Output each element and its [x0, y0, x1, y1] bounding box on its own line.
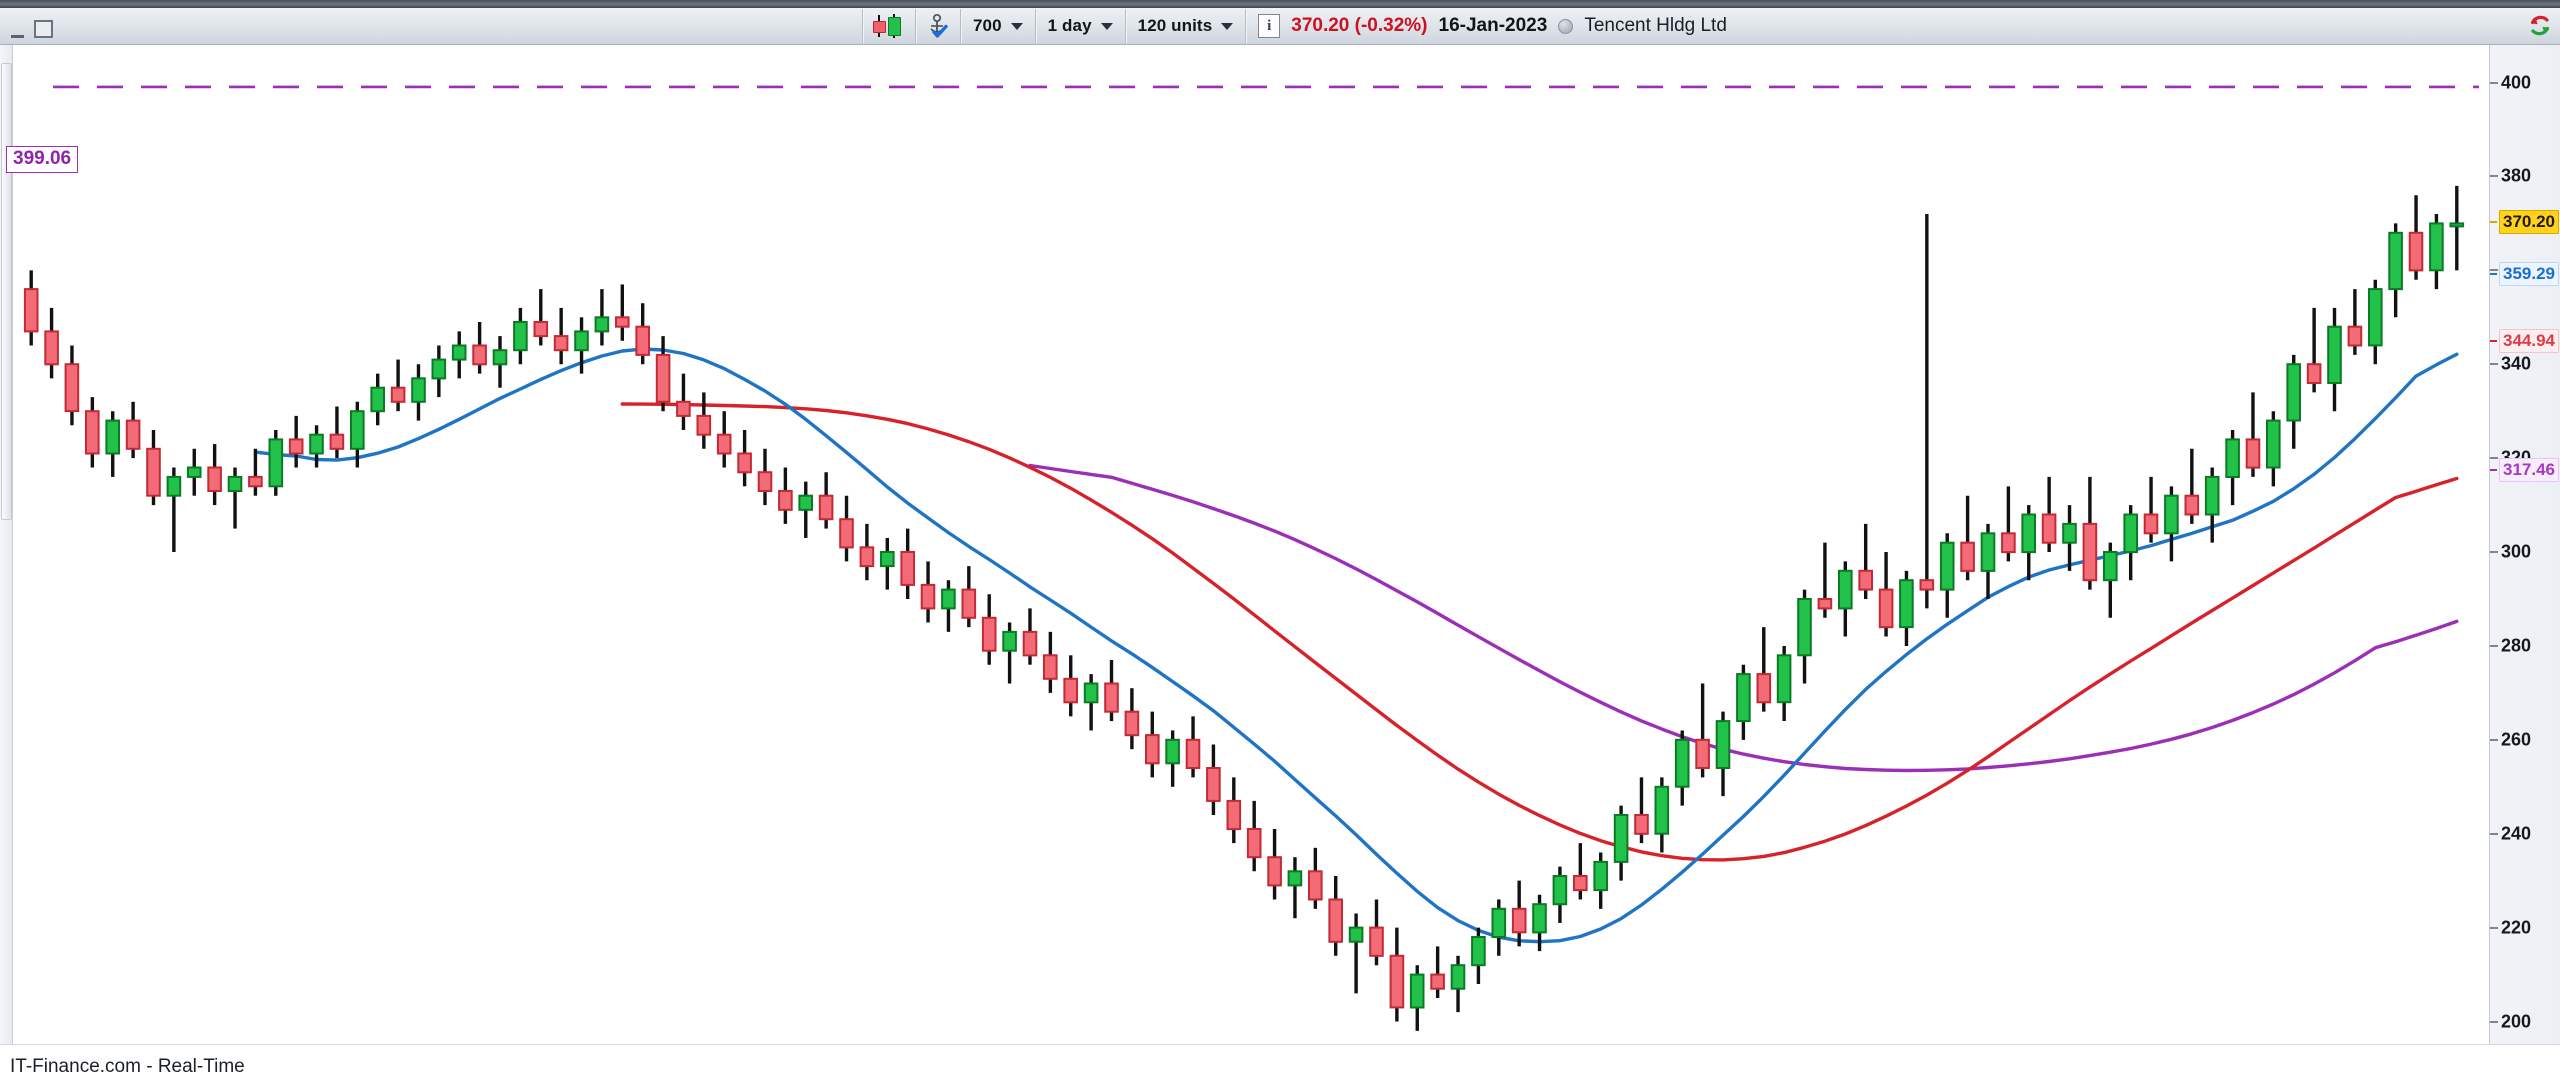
chevron-down-icon: [1010, 22, 1023, 30]
timeframe-dropdown[interactable]: 1 day: [1036, 9, 1125, 43]
price-tick-label: 280: [2501, 635, 2532, 656]
price-tick: [2490, 926, 2498, 929]
price-tick-label: 200: [2501, 1011, 2532, 1032]
price-tick: [2490, 1020, 2498, 1023]
price-value-tick: [2490, 469, 2497, 472]
symbol-dropdown[interactable]: 700: [961, 9, 1035, 43]
ma-value-tag[interactable]: 359.29: [2499, 261, 2559, 286]
price-tick-label: 400: [2501, 72, 2532, 93]
price-tick-label: 380: [2501, 165, 2532, 186]
candlestick-icon: [872, 14, 906, 38]
price-value-tick: [2490, 221, 2497, 224]
price-tick-label: 240: [2501, 823, 2532, 844]
minimize-button[interactable]: [4, 8, 30, 44]
main-toolbar: 700 1 day 120 units i 370.20 (-0.32%) 16…: [0, 8, 2560, 45]
refresh-icon: [2530, 15, 2550, 36]
anchor-check-icon: [925, 13, 951, 39]
toolbar-separator: [1034, 9, 1036, 43]
status-text: IT-Finance.com - Real-Time: [10, 1056, 245, 1077]
chevron-down-icon: [1221, 22, 1234, 30]
timeframe-label: 1 day: [1047, 16, 1092, 35]
chevron-down-icon: [1100, 22, 1113, 30]
price-tick-label: 260: [2501, 729, 2532, 750]
window-controls: [0, 8, 56, 44]
price-tick-label: 220: [2501, 917, 2532, 938]
ma-value-tag[interactable]: 344.94: [2499, 329, 2559, 354]
chart-svg: [23, 85, 2479, 1031]
toolbar-controls: 700 1 day 120 units i 370.20 (-0.32%) 16…: [862, 8, 1739, 44]
info-icon[interactable]: i: [1258, 14, 1281, 38]
price-value-tick: [2490, 272, 2497, 275]
anchor-toggle-button[interactable]: [916, 9, 960, 43]
chart-type-button[interactable]: [863, 9, 915, 43]
price-tick: [2490, 363, 2498, 366]
toolbar-separator: [960, 9, 961, 43]
minimize-icon: [10, 35, 24, 38]
units-dropdown[interactable]: 120 units: [1126, 9, 1246, 43]
price-tick-label: 340: [2501, 353, 2532, 374]
price-tick: [2490, 269, 2498, 272]
toolbar-separator: [1245, 9, 1247, 43]
price-tick-label: 300: [2501, 541, 2532, 562]
price-value-tick: [2490, 340, 2497, 343]
price-tick: [2490, 551, 2498, 554]
toolbar-separator: [862, 9, 863, 43]
symbol-code-label: 700: [973, 16, 1002, 35]
chart-vertical-scrollbar[interactable]: [0, 45, 13, 1045]
price-axis[interactable]: 200220240260280300320340360380400370.203…: [2489, 45, 2560, 1045]
toolbar-separator: [915, 9, 916, 43]
price-tick: [2490, 175, 2498, 178]
window-titlebar: [0, 0, 2560, 8]
chart-area[interactable]: 399.06: [0, 45, 2560, 1045]
horizontal-line-price-tag[interactable]: 399.06: [6, 146, 79, 173]
maximize-icon: [33, 20, 53, 38]
units-label: 120 units: [1137, 16, 1213, 35]
maximize-button[interactable]: [30, 8, 56, 44]
price-tick: [2490, 457, 2498, 460]
ma-value-tag[interactable]: 317.46: [2499, 458, 2559, 483]
refresh-button[interactable]: [2520, 11, 2560, 41]
quote-price-label: 370.20 (-0.32%): [1291, 15, 1428, 36]
instrument-name-label: Tencent Hldg Ltd: [1584, 15, 1727, 36]
scrollbar-thumb[interactable]: [1, 63, 12, 520]
toolbar-separator: [1124, 9, 1126, 43]
price-tick: [2490, 832, 2498, 835]
status-dot-icon: [1558, 18, 1574, 34]
quote-date-label: 16-Jan-2023: [1438, 15, 1548, 36]
status-bar: IT-Finance.com - Real-Time: [0, 1044, 2560, 1089]
price-tick: [2490, 81, 2498, 84]
toolbar-right-group: [2520, 8, 2560, 44]
candlestick-plot[interactable]: [13, 45, 2489, 1045]
price-tick: [2490, 738, 2498, 741]
price-tick: [2490, 644, 2498, 647]
current-price-tag[interactable]: 370.20: [2499, 210, 2559, 235]
quote-info-panel: i 370.20 (-0.32%) 16-Jan-2023 Tencent Hl…: [1246, 9, 1739, 43]
